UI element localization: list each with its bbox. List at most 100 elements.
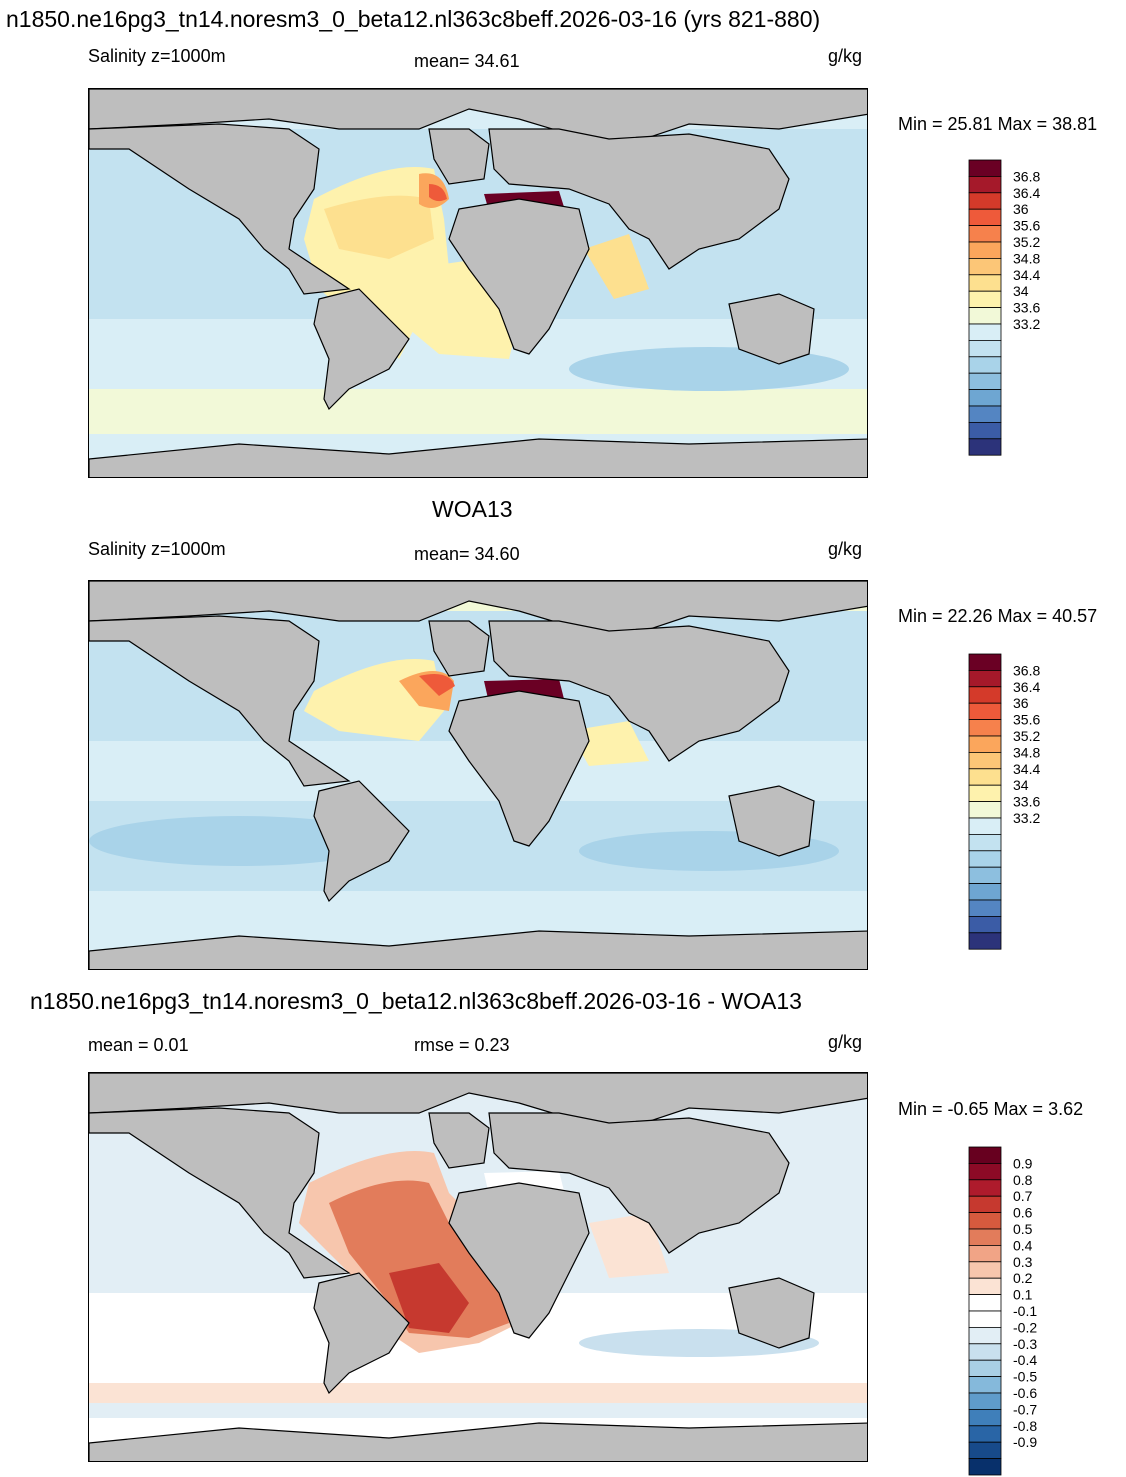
panel-2-mean-label: mean= 34.60: [414, 544, 520, 564]
colorbar-swatch: [968, 850, 1002, 868]
colorbar-swatch: [968, 1277, 1002, 1295]
colorbar-swatch: [968, 307, 1002, 325]
panel-1-title: n1850.ne16pg3_tn14.noresm3_0_beta12.nl36…: [6, 6, 821, 32]
colorbar-swatch: [968, 669, 1002, 688]
colorbar-tick-label: 36: [1013, 201, 1029, 217]
colorbar-tick-label: 0.3: [1013, 1254, 1033, 1270]
colorbar-tick-label: -0.2: [1013, 1319, 1037, 1335]
panel-2-title: WOA13: [432, 496, 513, 522]
colorbar-swatch: [968, 768, 1002, 786]
colorbar-tick-label: 34.8: [1013, 744, 1040, 760]
panel-3-minmax: Min = -0.65 Max = 3.62: [898, 1099, 1084, 1119]
colorbar-swatch: [968, 159, 1002, 177]
colorbar-swatch: [968, 421, 1002, 440]
colorbar-tick-label: 35.2: [1013, 728, 1040, 744]
colorbar-swatch: [968, 1261, 1002, 1279]
colorbar-swatch: [968, 438, 1002, 456]
colorbar-swatch: [968, 1212, 1002, 1230]
panel-2-units-label: g/kg: [828, 539, 863, 559]
colorbar-tick-label: 35.6: [1013, 712, 1040, 728]
colorbar-tick-label: 0.2: [1013, 1270, 1033, 1286]
colorbar-swatch: [968, 833, 1002, 852]
colorbar-swatch: [968, 1179, 1002, 1197]
colorbar-swatch: [968, 866, 1002, 884]
colorbar-swatch: [968, 1162, 1002, 1181]
colorbar-swatch: [968, 1294, 1002, 1312]
colorbar-swatch: [968, 389, 1002, 407]
colorbar-tick-label: -0.9: [1013, 1434, 1037, 1450]
colorbar-tick-label: 34.8: [1013, 250, 1040, 266]
panel-2-map: [88, 580, 868, 970]
panel-2-minmax: Min = 22.26 Max = 40.57: [898, 606, 1098, 626]
colorbar-swatch: [968, 1425, 1002, 1443]
colorbar-tick-label: 0.8: [1013, 1172, 1033, 1188]
colorbar-tick-label: 34.4: [1013, 267, 1040, 283]
colorbar-tick-label: -0.1: [1013, 1303, 1037, 1319]
colorbar-tick-label: 36: [1013, 695, 1029, 711]
colorbar-tick-label: -0.5: [1013, 1369, 1037, 1385]
colorbar-swatch: [968, 241, 1002, 259]
colorbar-tick-label: 34: [1013, 283, 1029, 299]
colorbar-swatch: [968, 817, 1002, 835]
colorbar-swatch: [968, 784, 1002, 802]
colorbar-tick-label: 34: [1013, 777, 1029, 793]
colorbar-tick-label: 36.8: [1013, 168, 1040, 184]
colorbar-swatch: [968, 323, 1002, 341]
colorbar-tick-label: 0.1: [1013, 1287, 1033, 1303]
colorbar-swatch: [968, 801, 1002, 819]
colorbar-tick-label: -0.8: [1013, 1418, 1037, 1434]
colorbar-tick-label: 36.4: [1013, 679, 1040, 695]
panel-3-units-label: g/kg: [828, 1032, 863, 1052]
colorbar-swatch: [968, 915, 1002, 934]
colorbar-tick-label: 0.9: [1013, 1155, 1033, 1171]
colorbar-swatch: [968, 719, 1002, 737]
panel-3-colorbar: 0.9 0.8 0.7 0.6 0.5 0.4 0.3 0.2 0.1 -0.1 -0.2 -0.3-…: [968, 1146, 1037, 1477]
panel-1-variable-label: Salinity z=1000m: [88, 46, 226, 66]
colorbar-swatch: [968, 735, 1002, 753]
colorbar-swatch: [968, 290, 1002, 308]
colorbar-swatch: [968, 686, 1002, 704]
colorbar-swatch: [968, 1245, 1002, 1263]
colorbar-swatch: [968, 225, 1002, 243]
colorbar-tick-label: 36.8: [1013, 662, 1040, 678]
colorbar-tick-label: -0.3: [1013, 1336, 1037, 1352]
colorbar-swatch: [968, 1392, 1002, 1410]
panel-1-colorbar: 36.8 36.4 36 35.6 35.2 34.8 34.4 34 33.6 33.2: [968, 159, 1040, 457]
colorbar-swatch: [968, 372, 1002, 390]
colorbar-tick-label: 35.2: [1013, 234, 1040, 250]
panel-3-mean-label: mean = 0.01: [88, 1035, 189, 1055]
colorbar-tick-label: 0.6: [1013, 1205, 1033, 1221]
colorbar-tick-label: -0.4: [1013, 1352, 1037, 1368]
panel-1-map: [88, 88, 868, 478]
colorbar-tick-label: 0.5: [1013, 1221, 1033, 1237]
colorbar-swatch: [968, 258, 1002, 276]
colorbar-swatch: [968, 1359, 1002, 1377]
colorbar-tick-label: 34.4: [1013, 761, 1040, 777]
panel-1-units-label: g/kg: [828, 46, 863, 66]
colorbar-swatch: [968, 1228, 1002, 1246]
colorbar-swatch: [968, 702, 1002, 721]
colorbar-swatch: [968, 752, 1002, 770]
colorbar-swatch: [968, 405, 1002, 423]
colorbar-swatch: [968, 1146, 1002, 1164]
panel-3-map: [88, 1072, 868, 1462]
colorbar-swatch: [968, 883, 1002, 901]
colorbar-swatch: [968, 208, 1002, 227]
colorbar-swatch: [968, 1310, 1002, 1328]
colorbar-swatch: [968, 339, 1002, 358]
colorbar-tick-label: -0.6: [1013, 1385, 1037, 1401]
colorbar-swatch: [968, 1326, 1002, 1345]
colorbar-swatch: [968, 1458, 1002, 1476]
panel-2-variable-label: Salinity z=1000m: [88, 539, 226, 559]
colorbar-swatch: [968, 274, 1002, 292]
colorbar-tick-label: -0.7: [1013, 1401, 1037, 1417]
colorbar-swatch: [968, 192, 1002, 210]
panel-2-colorbar: 36.8 36.4 36 35.6 35.2 34.8 34.4 34 33.6 33.2: [968, 653, 1040, 951]
panel-3-title: n1850.ne16pg3_tn14.noresm3_0_beta12.nl36…: [30, 988, 802, 1014]
colorbar-swatch: [968, 1343, 1002, 1361]
colorbar-tick-label: 33.6: [1013, 300, 1040, 316]
panel-3-rmse-label: rmse = 0.23: [414, 1035, 510, 1055]
colorbar-tick-label: 36.4: [1013, 185, 1040, 201]
colorbar-tick-label: 33.6: [1013, 794, 1040, 810]
colorbar-swatch: [968, 1408, 1002, 1427]
